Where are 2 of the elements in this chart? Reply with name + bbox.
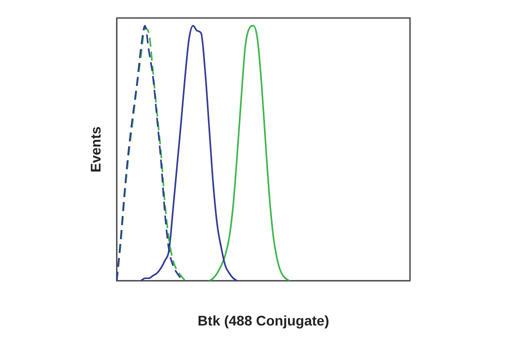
y-axis-title: Events xyxy=(87,126,104,172)
x-axis-title: Btk (488 Conjugate) xyxy=(198,312,330,328)
